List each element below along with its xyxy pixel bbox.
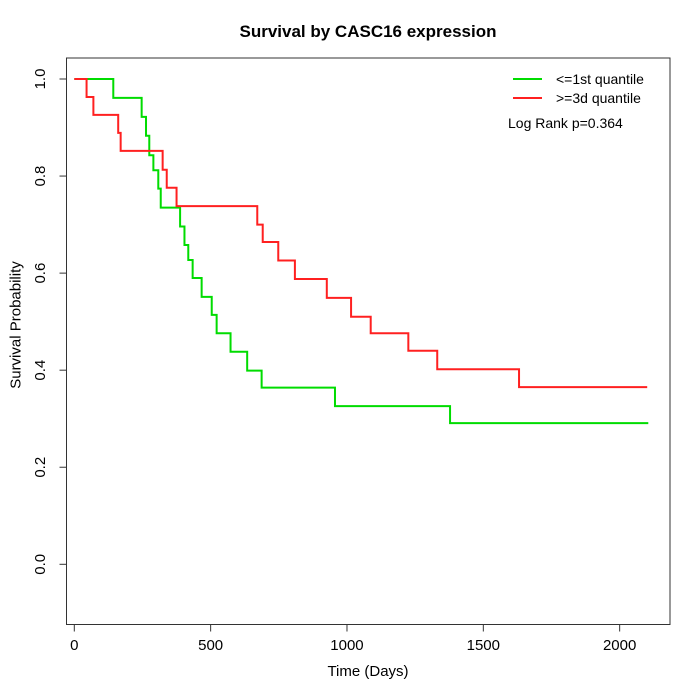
y-tick-label: 0.0 — [32, 554, 49, 575]
x-tick-label: 1000 — [330, 637, 363, 654]
x-axis-label: Time (Days) — [327, 663, 409, 680]
y-tick-label: 1.0 — [32, 69, 49, 90]
chart-title: Survival by CASC16 expression — [239, 22, 497, 41]
survival-curve-third-quantile — [74, 78, 648, 389]
legend-line-red-icon — [513, 96, 542, 99]
y-tick-label: 0.4 — [32, 360, 49, 381]
legend-label-first-quantile: <=1st quantile — [556, 70, 644, 87]
x-tick-label: 500 — [198, 637, 223, 654]
legend-entry-third-quantile: >=3d quantile — [513, 88, 644, 107]
legend-line-green-icon — [513, 77, 542, 80]
y-tick-label: 0.6 — [32, 263, 49, 284]
x-tick-label: 1500 — [467, 637, 500, 654]
legend-entry-first-quantile: <=1st quantile — [513, 69, 644, 88]
survival-curve-first-quantile — [74, 78, 649, 425]
y-tick-label: 0.2 — [32, 457, 49, 478]
plot-box — [66, 57, 671, 625]
y-tick-label: 0.8 — [32, 166, 49, 187]
x-tick-label: 2000 — [603, 637, 636, 654]
legend-label-third-quantile: >=3d quantile — [556, 89, 641, 106]
y-axis-label: Survival Probability — [7, 261, 25, 389]
x-tick-label: 0 — [70, 637, 78, 654]
logrank-annotation: Log Rank p=0.364 — [508, 115, 623, 131]
legend: <=1st quantile >=3d quantile — [513, 69, 644, 107]
